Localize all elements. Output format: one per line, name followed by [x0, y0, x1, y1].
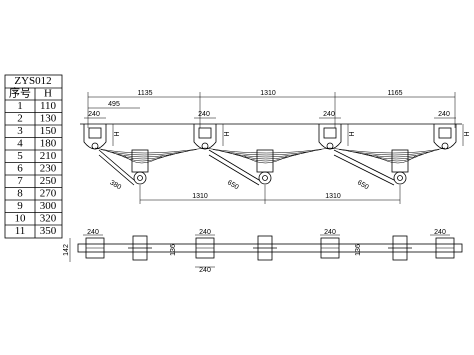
plan-view: 142	[63, 238, 463, 262]
dim-text: 136	[170, 244, 177, 256]
hanger-plate	[88, 127, 102, 139]
pin	[441, 142, 449, 150]
row-number: 6	[17, 163, 23, 175]
dim-text: 240	[434, 229, 446, 236]
hanger-plate	[438, 127, 452, 139]
row-number: 10	[15, 213, 27, 225]
leaf	[220, 150, 314, 158]
dim-text: 240	[88, 111, 100, 118]
row-number: 1	[17, 100, 23, 112]
row-height: 300	[40, 200, 57, 212]
dim-text: 240	[199, 267, 211, 274]
row-number: 3	[17, 125, 23, 137]
row-number: 2	[17, 113, 23, 125]
axle-hub	[397, 175, 403, 181]
assembly: 240 H 240 H 240 H 240 H 380 650 650 240 240 240 240 240…	[83, 111, 471, 274]
row-height: 150	[40, 125, 57, 137]
axle-hub	[137, 175, 143, 181]
dim-text: 136	[355, 244, 362, 256]
row-height: 130	[40, 113, 57, 125]
leaf	[329, 147, 446, 154]
row-height: 110	[40, 100, 57, 112]
row-height: 320	[40, 213, 57, 225]
leaf	[212, 149, 322, 156]
dim-text: 240	[324, 229, 336, 236]
dim-text: 240	[198, 111, 210, 118]
leaf	[124, 155, 163, 164]
dim-text: 495	[108, 101, 120, 108]
torque-arm	[333, 149, 395, 181]
hanger-plate	[198, 127, 212, 139]
axle-hub	[262, 175, 268, 181]
pin	[201, 142, 209, 150]
table-title: ZYS012	[14, 75, 51, 87]
row-height: 210	[40, 150, 57, 162]
dim-text: 1165	[387, 90, 402, 97]
torque-arm	[333, 154, 395, 186]
hanger-plate	[323, 127, 337, 139]
dim-text: H	[464, 131, 471, 136]
leaf	[236, 153, 297, 162]
dim-text: 650	[226, 179, 240, 191]
dim-text: H	[114, 131, 121, 136]
row-height: 250	[40, 175, 57, 187]
dim-text: 1310	[325, 193, 341, 200]
dim-text: 1135	[137, 90, 152, 97]
dim-text: H	[224, 131, 231, 136]
axle	[133, 171, 147, 185]
pin	[326, 142, 334, 150]
axle	[393, 171, 407, 185]
header-cell: H	[44, 88, 52, 100]
beam	[77, 243, 463, 253]
dim-text: H	[349, 131, 356, 136]
row-number: 9	[17, 200, 23, 212]
dim-text: 650	[356, 179, 370, 191]
dim-text: 240	[199, 229, 211, 236]
leaf	[94, 147, 206, 154]
dim-text: 1310	[192, 193, 208, 200]
dim-text: 240	[438, 111, 450, 118]
row-height: 180	[40, 138, 57, 150]
torque-arm	[98, 149, 135, 181]
dim-text: 142	[63, 244, 70, 256]
row-number: 11	[15, 225, 26, 237]
row-height: 270	[40, 188, 57, 200]
dim-text: 1310	[260, 90, 276, 97]
axle	[258, 171, 272, 185]
torque-arm	[208, 154, 260, 186]
pin	[91, 142, 99, 150]
leaf	[118, 153, 172, 162]
leaf	[204, 147, 331, 154]
row-height: 230	[40, 163, 57, 175]
row-number: 8	[17, 188, 23, 200]
table-border	[4, 74, 63, 239]
row-number: 7	[17, 175, 23, 187]
torque-arm	[208, 149, 260, 181]
leaf	[243, 155, 288, 164]
leaf	[112, 152, 180, 160]
leaf	[228, 152, 305, 160]
leaf	[366, 153, 422, 162]
row-number: 4	[17, 138, 23, 150]
leaf	[357, 152, 428, 160]
side-view: 1135 1310 1165 495 1310 1310	[80, 90, 462, 204]
header-cell: 序号	[9, 86, 31, 100]
torque-arm	[98, 154, 135, 186]
dim-text: 240	[87, 229, 99, 236]
row-number: 5	[17, 150, 23, 162]
dim-text: 380	[109, 179, 123, 191]
dim-text: 240	[323, 111, 335, 118]
leaf	[375, 155, 416, 164]
row-height: 350	[40, 225, 57, 237]
